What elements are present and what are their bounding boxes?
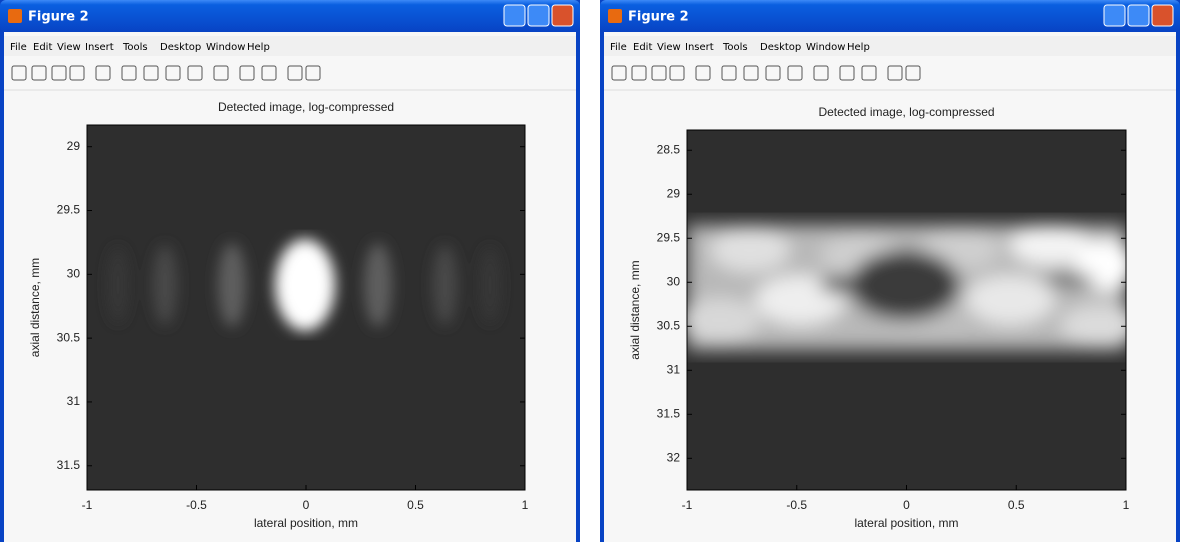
x-tick-label: 0 bbox=[303, 498, 310, 512]
y-tick-label: 29.5 bbox=[657, 230, 681, 244]
y-tick-label: 28.5 bbox=[657, 142, 681, 156]
figure-window: Figure 2 File Edit View Insert Tools Desktop Wi… bbox=[0, 0, 580, 542]
x-tick-label: -0.5 bbox=[786, 498, 807, 512]
image bbox=[680, 225, 1140, 350]
menu-item[interactable]: Tools bbox=[722, 42, 748, 53]
menu-item[interactable]: Window bbox=[806, 42, 845, 53]
menu-item[interactable]: Desktop bbox=[760, 42, 801, 53]
menu-item[interactable]: Insert bbox=[85, 42, 114, 53]
menu-item[interactable]: Desktop bbox=[160, 42, 201, 53]
close-button[interactable] bbox=[552, 5, 573, 26]
y-tick-label: 30 bbox=[667, 274, 681, 288]
app-icon[interactable] bbox=[8, 9, 22, 23]
y-tick-label: 29 bbox=[667, 186, 681, 200]
x-tick-label: 0.5 bbox=[1008, 498, 1025, 512]
menu-item[interactable]: Help bbox=[247, 42, 270, 53]
y-tick-label: 29 bbox=[67, 139, 81, 153]
x-tick-label: -1 bbox=[682, 498, 693, 512]
speckle bbox=[153, 245, 177, 325]
maximize-button[interactable] bbox=[528, 5, 549, 26]
y-tick-label: 31.5 bbox=[57, 458, 81, 472]
close-button[interactable] bbox=[1152, 5, 1173, 26]
speckle bbox=[433, 245, 457, 325]
y-tick-label: 31 bbox=[667, 362, 681, 376]
axes-title: Detected image, log-compressed bbox=[218, 100, 394, 114]
app-icon[interactable] bbox=[608, 9, 622, 23]
maximize-button[interactable] bbox=[1128, 5, 1149, 26]
speckle bbox=[364, 243, 392, 327]
menu-item[interactable]: File bbox=[610, 42, 627, 53]
speckle bbox=[218, 243, 246, 327]
x-tick-label: -0.5 bbox=[186, 498, 207, 512]
minimize-button[interactable] bbox=[504, 5, 525, 26]
menu-item[interactable]: Edit bbox=[33, 42, 52, 53]
window-title: Figure 2 bbox=[28, 10, 89, 25]
x-axis-label: lateral position, mm bbox=[254, 516, 358, 530]
x-tick-label: 0.5 bbox=[407, 498, 424, 512]
speckle bbox=[680, 298, 760, 342]
menu-item[interactable]: Tools bbox=[122, 42, 148, 53]
x-axis-label: lateral position, mm bbox=[854, 516, 958, 530]
x-tick-label: 1 bbox=[1123, 498, 1130, 512]
y-tick-label: 32 bbox=[667, 450, 681, 464]
speckle bbox=[275, 239, 335, 331]
minimize-button[interactable] bbox=[1104, 5, 1125, 26]
speckle bbox=[820, 277, 860, 293]
menu-item[interactable]: View bbox=[657, 42, 681, 53]
speckle bbox=[480, 247, 500, 323]
y-tick-label: 31.5 bbox=[657, 406, 681, 420]
y-tick-label: 30.5 bbox=[657, 318, 681, 332]
screen: Figure 2 File Edit View Insert Tools Desktop Wi… bbox=[0, 0, 1180, 542]
x-tick-label: -1 bbox=[82, 498, 93, 512]
y-axis-label: axial distance, mm bbox=[628, 260, 642, 359]
x-tick-label: 1 bbox=[522, 498, 529, 512]
speckle bbox=[1045, 274, 1095, 286]
menu-item[interactable]: File bbox=[10, 42, 27, 53]
y-axis-label: axial distance, mm bbox=[28, 258, 42, 357]
image bbox=[108, 239, 500, 331]
menu-item[interactable]: View bbox=[57, 42, 81, 53]
figure-window: Figure 2 File Edit View Insert Tools Desktop Wi… bbox=[600, 0, 1180, 542]
menu-item[interactable]: Help bbox=[847, 42, 870, 53]
menu-item[interactable]: Edit bbox=[633, 42, 652, 53]
y-tick-label: 30 bbox=[67, 266, 81, 280]
y-tick-label: 29.5 bbox=[57, 203, 81, 217]
y-tick-label: 30.5 bbox=[57, 330, 81, 344]
speckle bbox=[108, 247, 128, 323]
image-blur bbox=[680, 225, 1140, 350]
axes-title: Detected image, log-compressed bbox=[818, 105, 994, 119]
y-tick-label: 31 bbox=[67, 394, 81, 408]
image-blur bbox=[108, 239, 500, 331]
menu-item[interactable]: Insert bbox=[685, 42, 714, 53]
menu-item[interactable]: Window bbox=[206, 42, 245, 53]
x-tick-label: 0 bbox=[903, 498, 910, 512]
speckle bbox=[850, 250, 960, 320]
window-title: Figure 2 bbox=[628, 10, 689, 25]
speckle bbox=[710, 228, 790, 272]
